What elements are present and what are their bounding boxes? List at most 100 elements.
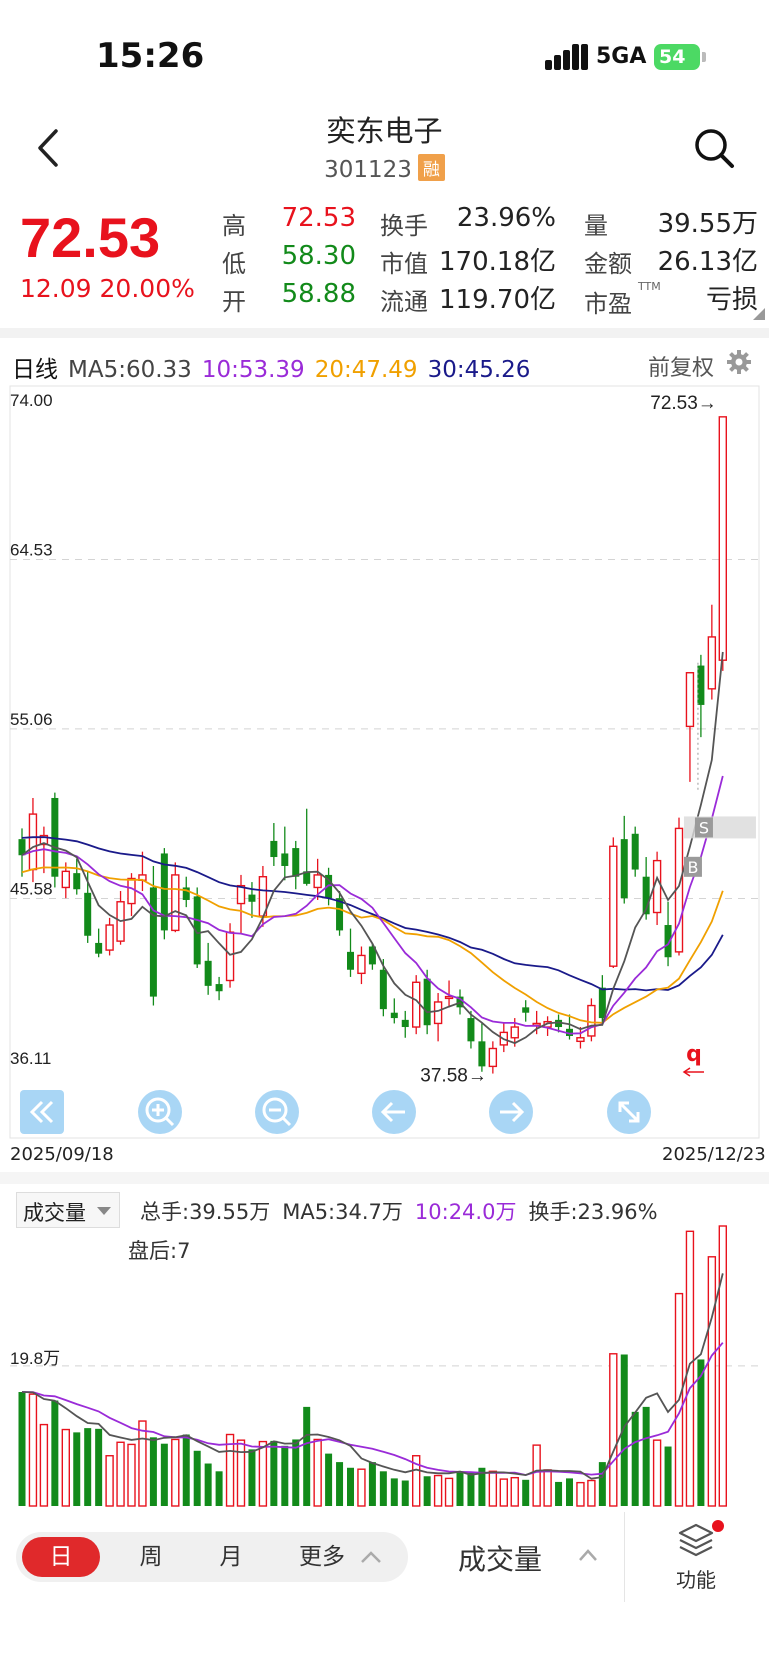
volume-gridline-label: 19.8万 xyxy=(10,1349,60,1368)
volume-bar xyxy=(236,1439,246,1507)
candle xyxy=(248,882,256,918)
tab-month[interactable]: 月 xyxy=(219,1544,243,1570)
candle-body xyxy=(73,873,81,890)
pan-right-button[interactable] xyxy=(489,1090,533,1134)
ma5-value: MA5:60.33 xyxy=(68,357,192,383)
expand-corner-icon[interactable] xyxy=(753,308,765,320)
expand-icon xyxy=(618,1101,640,1123)
divider xyxy=(0,328,769,338)
candle xyxy=(51,792,59,888)
candle-body xyxy=(522,1007,530,1013)
candle-body xyxy=(149,887,157,997)
candle-body xyxy=(357,954,366,975)
indicator-selector[interactable]: 成交量 xyxy=(458,1543,543,1576)
tab-week[interactable]: 周 xyxy=(139,1544,163,1570)
volume-label: 量 xyxy=(584,212,608,240)
candle-body xyxy=(95,942,103,954)
stock-name: 奕东电子 xyxy=(326,114,443,148)
chevron-left-icon xyxy=(38,129,58,167)
volume-value: 39.55万 xyxy=(657,209,758,239)
volume-bar xyxy=(642,1406,650,1506)
candle-body xyxy=(587,1004,596,1037)
kline-chart[interactable]: 74.00 64.53 55.06 45.58 36.11 72.53→ 37.58→ S B… xyxy=(0,385,769,1145)
volume-bar xyxy=(61,1428,70,1507)
volume-bar xyxy=(390,1478,398,1506)
price-axis-label: 55.06 xyxy=(10,710,53,729)
candle xyxy=(697,654,705,738)
open-value: 58.88 xyxy=(281,279,356,309)
price-gridlines xyxy=(10,558,759,900)
candle xyxy=(303,808,311,886)
indicator-dropdown[interactable]: 成交量 xyxy=(16,1192,120,1228)
candle-body xyxy=(664,925,672,958)
float-label: 流通 xyxy=(380,288,428,316)
tab-more[interactable]: 更多 xyxy=(299,1544,345,1570)
volume-bar xyxy=(532,1444,541,1507)
candle-body xyxy=(510,1026,519,1039)
candle xyxy=(73,858,81,895)
volume-turnover: 换手:23.96% xyxy=(528,1200,658,1224)
volume-bar xyxy=(225,1433,235,1507)
adjust-toggle[interactable]: 前复权 xyxy=(648,356,715,381)
scroll-to-start-button[interactable] xyxy=(20,1090,64,1134)
chevron-up-icon[interactable] xyxy=(578,1548,598,1562)
candle xyxy=(281,826,289,881)
moving-average-lines xyxy=(21,651,724,1045)
ma-legend: 日线 MA5:60.33 10:53.39 20:47.49 30:45.26 xyxy=(12,350,540,384)
volume-bar xyxy=(303,1406,311,1506)
volume-bar xyxy=(488,1470,498,1507)
candle xyxy=(631,826,639,877)
candle-body xyxy=(390,1012,398,1019)
open-label: 开 xyxy=(222,288,246,316)
q-marker-arrow-head xyxy=(682,1067,691,1077)
search-button[interactable] xyxy=(692,126,736,170)
volume-bar xyxy=(433,1474,443,1507)
zoom-in-button[interactable] xyxy=(138,1090,182,1134)
candle xyxy=(368,942,376,970)
volume-bar xyxy=(149,1437,157,1506)
mktcap-value: 170.18亿 xyxy=(439,247,556,277)
fullscreen-button[interactable] xyxy=(607,1090,651,1134)
chevron-up-icon[interactable] xyxy=(360,1550,382,1564)
candle-body xyxy=(555,1019,563,1028)
tab-day[interactable]: 日 xyxy=(22,1537,100,1577)
candle xyxy=(587,998,596,1042)
candle-body xyxy=(127,877,136,905)
candle-body xyxy=(105,924,114,951)
volume-bar xyxy=(116,1441,125,1507)
candle-body xyxy=(444,995,454,1000)
date-start: 2025/09/18 xyxy=(10,1144,114,1165)
candle xyxy=(555,1014,563,1033)
zoom-out-button[interactable] xyxy=(255,1090,299,1134)
candle-body xyxy=(488,1047,498,1068)
status-time: 15:26 xyxy=(96,36,205,76)
turnover-label: 换手 xyxy=(380,212,428,240)
candle xyxy=(488,1041,498,1074)
candle-body xyxy=(598,987,606,1019)
ma30-value: 30:45.26 xyxy=(427,357,531,383)
divider xyxy=(0,1172,769,1184)
volume-gridline: 19.8万 xyxy=(10,1349,759,1368)
volume-bar xyxy=(718,1225,727,1507)
network-type: 5GA xyxy=(596,44,647,69)
ma20-line xyxy=(21,866,724,1024)
volume-bar xyxy=(423,1476,431,1506)
amount-value: 26.13亿 xyxy=(657,247,758,277)
candle xyxy=(707,604,717,700)
pan-left-button[interactable] xyxy=(372,1090,416,1134)
candle xyxy=(347,928,354,977)
candle-body xyxy=(566,1028,573,1036)
function-button[interactable]: 功能 xyxy=(660,1518,732,1598)
volume-bar xyxy=(215,1471,223,1506)
buy-signal-label: B xyxy=(687,858,698,877)
gear-icon xyxy=(727,350,751,374)
back-button[interactable] xyxy=(30,125,70,171)
arrow-left-icon xyxy=(380,1101,405,1123)
volume-bar xyxy=(522,1479,530,1506)
volume-bar xyxy=(270,1440,278,1506)
ma10-line xyxy=(21,775,724,1035)
volume-chart[interactable]: 19.8万 xyxy=(0,1190,769,1520)
candle xyxy=(204,942,212,995)
chart-settings-button[interactable] xyxy=(726,349,752,375)
float-value: 119.70亿 xyxy=(439,285,556,315)
